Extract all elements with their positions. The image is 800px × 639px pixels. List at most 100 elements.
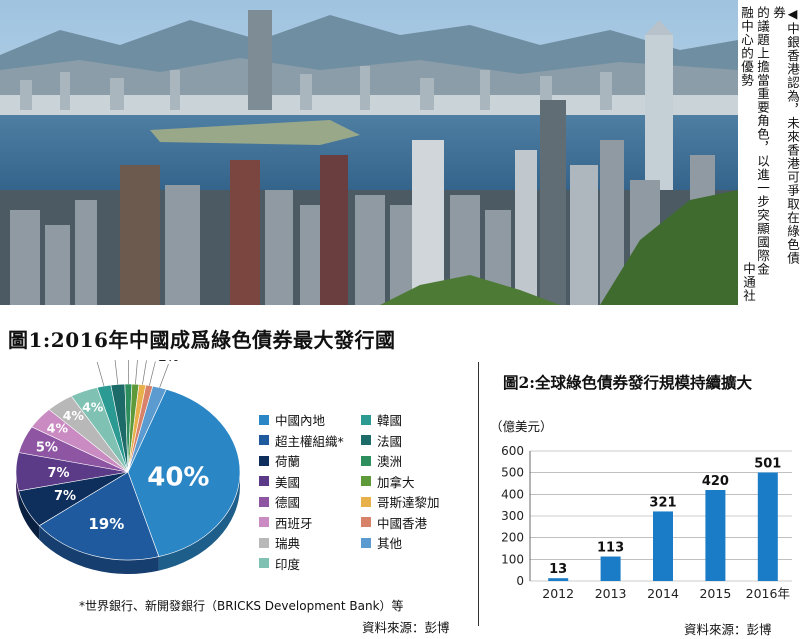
legend-swatch	[361, 476, 371, 486]
pie-value-label: 19%	[88, 515, 124, 533]
pie-slice-15	[127, 385, 167, 473]
pie-value-label: 4%	[47, 421, 69, 436]
caption-line-1: ◀中銀香港認為，未來香港可爭取在綠色債券	[771, 6, 800, 265]
bar-value-label: 13	[549, 562, 567, 577]
bar-2012	[548, 578, 569, 581]
y-tick-label: 400	[501, 487, 524, 501]
pie-chart: 40%19%7%7%5%4%4%4%2%2%1%1%1%1%2%	[15, 360, 241, 574]
legend-label: 西班牙	[275, 515, 313, 531]
legend-item: 德國	[259, 492, 300, 511]
pie-value-label: 7%	[54, 489, 76, 504]
pie-depth-segment	[16, 472, 19, 505]
pie-value-label: 40%	[147, 462, 209, 492]
x-tick-label: 2013	[595, 586, 627, 601]
x-tick-label: 2016年	[746, 586, 790, 601]
legend-swatch	[361, 435, 371, 445]
pie-leader-line	[142, 360, 147, 385]
legend-swatch	[259, 496, 269, 507]
y-tick-label: 100	[501, 552, 524, 566]
hong-kong-skyline-photo	[0, 0, 738, 305]
legend-label: 其他	[377, 536, 403, 551]
legend-label: 法國	[377, 433, 403, 449]
pie-depth-segment	[158, 472, 240, 571]
y-tick-label: 200	[501, 531, 524, 545]
legend-label: 德國	[275, 495, 301, 510]
legend-item: 韓國	[361, 410, 402, 429]
legend-swatch	[361, 496, 371, 507]
pie-leader-line	[114, 360, 119, 385]
pie-value-label: 2%	[87, 360, 107, 362]
chart1-source: 資料來源：彭博	[362, 620, 450, 635]
pie-value-label: 2%	[158, 360, 178, 364]
legend-swatch	[259, 517, 269, 527]
legend-label: 超主權組織*	[275, 433, 344, 449]
pie-footnote: *世界銀行、新開發銀行（BRICKS Development Bank）等	[79, 599, 404, 613]
legend-label: 荷蘭	[275, 454, 301, 469]
legend-swatch	[259, 537, 269, 548]
caption-source: 中通社	[741, 262, 756, 303]
pie-value-label: 7%	[48, 466, 70, 481]
legend-swatch	[361, 517, 371, 527]
pie-value-label: 1%	[145, 360, 165, 361]
legend-item: 美國	[259, 472, 300, 491]
bar-value-label: 420	[702, 474, 729, 489]
photo-caption: ◀中銀香港認為，未來香港可爭取在綠色債券 的議題上擔當重要角色，以進一步突顯國際…	[739, 6, 800, 306]
pie-depth	[16, 472, 240, 574]
pie-leader-line	[135, 360, 138, 385]
legend-label: 韓國	[377, 413, 403, 428]
y-axis-label: （億美元）	[490, 419, 553, 434]
pie-depth-segment	[39, 525, 159, 574]
pie-slice-1	[127, 388, 241, 557]
pie-value-label: 4%	[63, 408, 85, 423]
legend-label: 中國內地	[275, 413, 326, 428]
legend-item: 加拿大	[361, 472, 415, 491]
chart2-source: 資料來源：彭博	[684, 622, 772, 637]
legend-item: 其他	[361, 533, 402, 552]
bar-value-label: 113	[597, 541, 624, 556]
legend-swatch	[361, 455, 371, 466]
chart1-title: 圖1:2016年中國成爲綠色債券最大發行國	[8, 328, 396, 352]
legend-item: 哥斯達黎加	[361, 492, 440, 511]
pie-leader-line	[149, 361, 156, 386]
chart2-title: 圖2:全球綠色債券發行規模持續擴大	[503, 373, 753, 392]
bar-2015	[705, 490, 726, 581]
x-tick-label: 2015	[699, 586, 731, 601]
pie-value-label: 4%	[82, 399, 104, 414]
y-tick-label: 300	[501, 509, 524, 523]
pie-legend: 中國內地超主權組織* 荷蘭美國德國西班牙瑞典印度 韓國法國澳洲加拿大哥斯達黎加中國香…	[259, 410, 479, 580]
bar-chart: （億美元） 0 100 200 300 400 500 600 13 2012 113 2013 321…	[490, 419, 792, 601]
caption-line-2: 的議題上擔當重要角色，以進一步突顯國際金	[755, 6, 770, 276]
legend-label: 瑞典	[275, 536, 301, 551]
chart-divider	[478, 362, 479, 626]
legend-label: 哥斯達黎加	[377, 495, 440, 510]
bar-value-label: 501	[754, 456, 781, 471]
legend-item: 荷蘭	[259, 451, 300, 470]
bar-2013	[600, 556, 621, 581]
legend-label: 加拿大	[377, 474, 415, 490]
legend-swatch	[259, 455, 269, 466]
legend-item: 澳洲	[361, 451, 402, 470]
legend-label: 美國	[275, 474, 301, 490]
legend-item: 法國	[361, 431, 402, 450]
x-tick-label: 2012	[542, 586, 574, 601]
y-tick-label: 600	[501, 444, 524, 458]
pie-value-label: 5%	[36, 441, 58, 456]
legend-swatch	[259, 558, 269, 568]
legend-swatch	[361, 537, 371, 548]
legend-label: 印度	[275, 556, 301, 572]
pie-leader-line	[159, 363, 169, 388]
y-tick-label: 500	[501, 466, 524, 480]
legend-item: 西班牙	[259, 513, 313, 532]
pie-leader-line	[96, 361, 105, 387]
legend-item: 瑞典	[259, 533, 300, 552]
legend-swatch	[361, 414, 371, 425]
legend-item: 印度	[259, 554, 300, 573]
legend-label: 中國香港	[377, 515, 428, 531]
caption-line-3: 融中心的優勢	[739, 6, 754, 87]
x-tick-label: 2014	[647, 586, 679, 601]
legend-swatch	[259, 414, 269, 425]
bar-2016年	[757, 472, 778, 581]
legend-item: 超主權組織*	[259, 431, 344, 450]
legend-item: 中國內地	[259, 410, 325, 429]
legend-swatch	[259, 476, 269, 486]
